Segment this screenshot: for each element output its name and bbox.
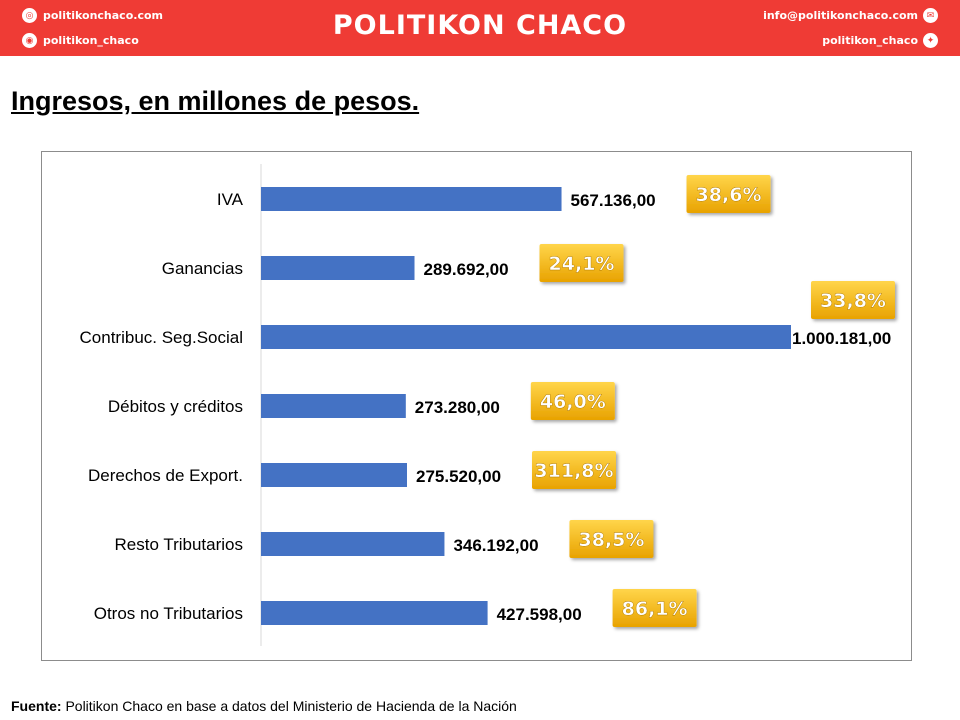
website-text: politikonchaco.com bbox=[43, 9, 163, 22]
percent-label: 38,6% bbox=[696, 184, 762, 206]
percent-badge bbox=[811, 281, 895, 319]
source-label: Fuente: bbox=[11, 698, 62, 714]
bar bbox=[261, 325, 791, 349]
category-label: Resto Tributarios bbox=[115, 535, 244, 554]
data-label: 346.192,00 bbox=[453, 536, 538, 555]
percent-badge bbox=[569, 520, 654, 558]
percent-badge bbox=[539, 244, 624, 282]
twitter-text: politikon_chaco bbox=[822, 34, 918, 47]
bar bbox=[261, 532, 445, 556]
brand-title: POLITIKON CHACO bbox=[332, 10, 628, 41]
percent-label: 46,0% bbox=[540, 391, 606, 413]
percent-label: 24,1% bbox=[549, 253, 615, 275]
category-label: Contribuc. Seg.Social bbox=[80, 328, 243, 347]
globe-icon: ◎ bbox=[22, 8, 37, 23]
percent-badge bbox=[530, 382, 615, 420]
percent-label: 33,8% bbox=[820, 290, 886, 312]
percent-label: 38,5% bbox=[578, 529, 644, 551]
category-label: Ganancias bbox=[162, 259, 243, 278]
page-title: Ingresos, en millones de pesos. bbox=[11, 86, 420, 116]
data-label: 567.136,00 bbox=[571, 191, 656, 210]
bar bbox=[261, 256, 415, 280]
category-label: Débitos y créditos bbox=[108, 397, 243, 416]
data-label: 289.692,00 bbox=[424, 260, 509, 279]
website-link[interactable]: ◎ politikonchaco.com bbox=[22, 8, 163, 23]
email-link[interactable]: info@politikonchaco.com ✉ bbox=[763, 8, 938, 23]
source-note: Fuente: Politikon Chaco en base a datos … bbox=[11, 698, 517, 714]
instagram-text: politikon_chaco bbox=[43, 34, 139, 47]
percent-label: 311,8% bbox=[534, 460, 613, 482]
data-label: 273.280,00 bbox=[415, 398, 500, 417]
category-label: IVA bbox=[217, 190, 244, 209]
instagram-icon: ◉ bbox=[22, 33, 37, 48]
twitter-link[interactable]: politikon_chaco ✦ bbox=[822, 33, 938, 48]
percent-label: 86,1% bbox=[622, 598, 688, 620]
twitter-icon: ✦ bbox=[923, 33, 938, 48]
chart-frame bbox=[41, 151, 912, 661]
bar bbox=[261, 601, 488, 625]
category-label: Derechos de Export. bbox=[88, 466, 243, 485]
bar bbox=[261, 463, 407, 487]
data-label: 1.000.181,00 bbox=[792, 329, 891, 348]
percent-badge bbox=[686, 175, 771, 213]
bar bbox=[261, 187, 562, 211]
header-banner: ◎ politikonchaco.com ◉ politikon_chaco P… bbox=[0, 0, 960, 56]
percent-badge bbox=[531, 451, 616, 489]
source-text: Politikon Chaco en base a datos del Mini… bbox=[61, 698, 517, 714]
category-label: Otros no Tributarios bbox=[94, 604, 243, 623]
email-text: info@politikonchaco.com bbox=[763, 9, 918, 22]
bar bbox=[261, 394, 406, 418]
mail-icon: ✉ bbox=[923, 8, 938, 23]
percent-badge bbox=[612, 589, 697, 627]
data-label: 427.598,00 bbox=[497, 605, 582, 624]
instagram-link[interactable]: ◉ politikon_chaco bbox=[22, 33, 139, 48]
data-label: 275.520,00 bbox=[416, 467, 501, 486]
